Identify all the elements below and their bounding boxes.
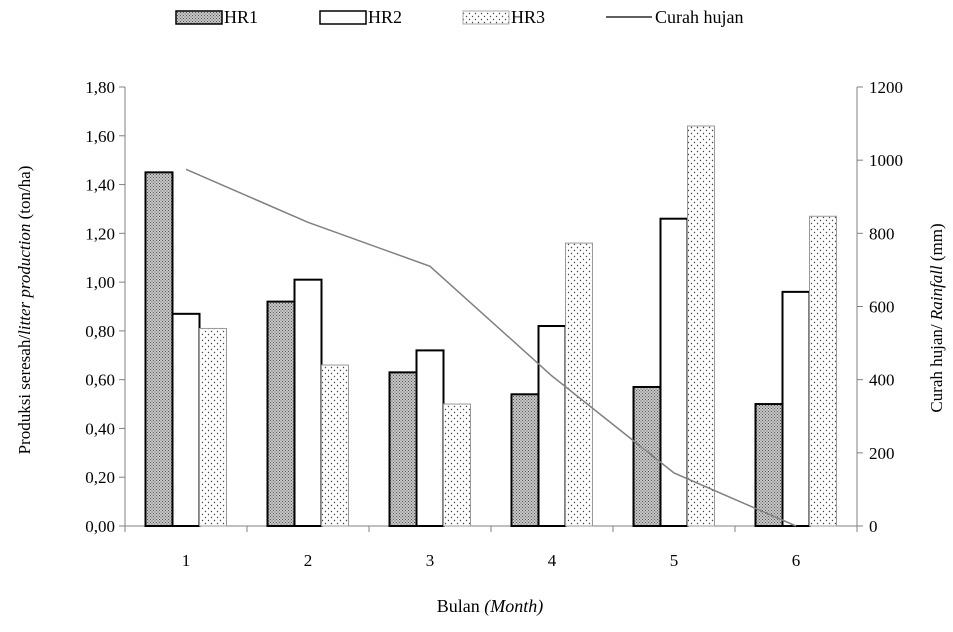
legend-label-hr3: HR3 [511,7,545,27]
y-right-tick-label: 0 [869,517,878,536]
legend-label-curah-hujan: Curah hujan [655,7,743,27]
bar-hr1 [634,387,661,526]
bar-hr3 [688,126,715,526]
legend-item-hr2: HR2 [320,7,402,27]
x-tick-label: 3 [426,551,435,570]
bar-hr2 [295,280,322,526]
legend-swatch-hr1 [176,11,222,24]
x-title-italic: (Month) [484,596,543,617]
y-axis-left-title: Produksi seresah/litter production (ton/… [15,166,34,455]
y-axis-right-title: Curah hujan/ Rainfall (mm) [927,223,946,412]
y-left-tick-label: 1,20 [85,224,115,243]
y-left-title-main: Produksi seresah/ [15,335,34,455]
x-tick-label: 4 [548,551,557,570]
x-tick-label: 6 [792,551,801,570]
bar-hr1 [756,404,783,526]
legend-label-hr2: HR2 [368,7,402,27]
bar-hr3 [810,216,837,526]
y-right-tick-label: 200 [869,444,895,463]
bar-hr3 [322,365,349,526]
y-left-tick-label: 1,80 [85,78,115,97]
y-right-tick-label: 400 [869,371,895,390]
bar-hr2 [173,314,200,526]
bar-hr1 [390,372,417,526]
legend-swatch-hr2 [320,11,366,24]
y-left-title-tail: (ton/ha) [15,166,34,224]
y-right-title-main: Curah hujan/ [927,320,946,413]
x-title-main: Bulan [437,596,485,616]
legend-item-hr1: HR1 [176,7,258,27]
legend: HR1 HR2 HR3 Curah hujan [176,7,743,27]
y-right-title-italic: Rainfall [927,265,946,321]
y-left-title-italic: litter production [15,224,34,335]
x-tick-label: 5 [670,551,679,570]
bar-hr3 [444,404,471,526]
bar-hr2 [539,326,566,526]
y-right-tick-label: 1000 [869,151,903,170]
y-left-tick-label: 0,20 [85,468,115,487]
legend-item-curah-hujan: Curah hujan [606,7,743,27]
bar-hr2 [417,350,444,526]
legend-label-hr1: HR1 [224,7,258,27]
y-left-tick-label: 1,40 [85,176,115,195]
x-tick-label: 2 [304,551,313,570]
legend-item-hr3: HR3 [463,7,545,27]
y-right-tick-label: 600 [869,298,895,317]
legend-swatch-hr3 [463,11,509,24]
y-right-tick-label: 1200 [869,78,903,97]
bar-hr1 [268,302,295,526]
y-right-title-tail: (mm) [927,223,946,265]
bar-hr1 [512,394,539,526]
x-axis-title: Bulan (Month) [437,596,543,617]
y-left-tick-label: 0,40 [85,419,115,438]
y-left-tick-label: 0,60 [85,371,115,390]
bar-hr2 [661,219,688,526]
y-left-tick-label: 0,00 [85,517,115,536]
plot-area: 0,00 0,20 0,40 0,60 0,80 1,00 1,20 1,40 1,60 1,80… [85,78,903,570]
x-tick-label: 1 [182,551,191,570]
y-right-tick-label: 800 [869,224,895,243]
bar-hr3 [566,243,593,526]
y-left-tick-label: 1,00 [85,273,115,292]
bar-hr1 [146,172,173,526]
bar-hr2 [783,292,810,526]
bar-hr3 [200,328,227,526]
y-left-tick-label: 0,80 [85,322,115,341]
y-left-tick-label: 1,60 [85,127,115,146]
